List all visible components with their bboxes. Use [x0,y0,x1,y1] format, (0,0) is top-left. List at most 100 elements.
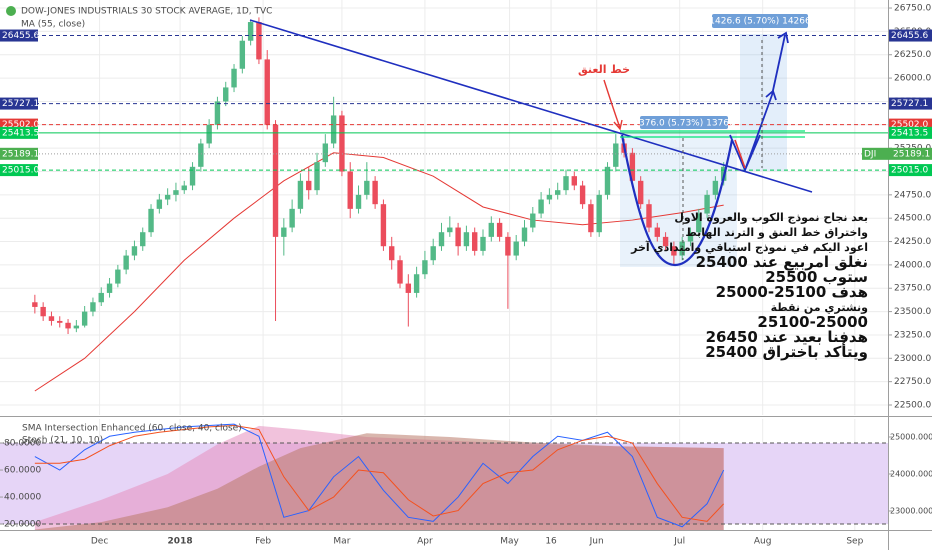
last-symbol: DJI [864,149,876,159]
y-tick-label: 24750.0 [894,190,931,200]
candle-body [115,269,121,284]
candle-body [480,236,486,251]
indicator-title: SMA Intersection Enhanced (60, close, 40… [22,424,242,434]
analysis-text: بعد نجاح نموذج الكوب والعروة الاول واخترا… [631,210,868,360]
candle-body [538,199,544,214]
candle-body [156,199,163,209]
candle-body [131,246,138,256]
analysis-line: نغلق امربيع عند 25400 [695,253,868,271]
x-tick-label: Aug [754,537,772,547]
last-price-label: 25189.1 [893,149,930,159]
candle-body [563,176,569,191]
candle-body [604,166,611,195]
candle-body [488,222,495,237]
symbol-icon [6,6,16,16]
candle-body [696,213,702,233]
x-tick-label: Jun [589,537,604,547]
candle-body [57,320,63,323]
stoch-line [34,424,725,522]
measure-label-bg [712,14,808,28]
level-label-bg [0,29,38,42]
candle-body [330,115,337,144]
neckline-band [620,130,805,138]
last-price-label: 25189.1 [2,149,39,159]
level-label-bg [0,97,38,110]
candle-body [189,166,196,186]
level-label: 26455.6 [891,31,928,41]
candle-body [181,185,187,191]
y2-tick-label: 24000.0000 [890,469,932,478]
candle-body [397,260,403,284]
candle-body [32,302,38,307]
candle-body [206,124,212,144]
level-label: 25413.5 [2,128,39,138]
candle-body [198,143,204,167]
y-tick-label: 23000.0 [894,354,931,364]
candle-body [247,22,254,41]
y-tick-label: 22500.0 [894,401,931,411]
candle-body [546,194,553,200]
candle-body [613,143,619,167]
analysis-line: اعود اليكم في نموذج استباقي وامتدادي آخر [631,241,868,254]
analysis-line: ويتأكد باختراق 25400 [705,343,868,361]
measure-label: 1426.6 (5.70%) 14266 [709,17,811,27]
sma-area [34,433,724,530]
cup-arc [620,134,734,267]
level-label-bg [889,29,932,42]
candle-body [380,204,387,247]
last-price-label-bg [0,147,38,160]
candle-body [90,302,96,312]
candle-body [430,246,436,261]
candle-body [571,176,577,186]
candle-body [281,227,287,237]
y-tick-label: 23250.0 [894,330,931,340]
analysis-line: ونشتري من نقطة [770,301,868,314]
neckline-label: خط العنق [578,63,630,76]
candle-body [322,143,329,163]
candle-body [438,232,445,247]
level-label: 25015.0 [891,166,928,176]
measure-label: 1376.0 (5.73%) 13760 [633,119,735,129]
analysis-line: هدفنا بعيد عند 26450 [705,328,868,346]
analysis-line: 25100-25000 [757,313,868,331]
candle-body [472,232,478,251]
level-label: 25502.0 [891,120,928,130]
candle-body [306,180,312,191]
ma-legend: MA (55, close) [21,20,85,30]
measure-label-bg [640,116,728,129]
x-tick-label: Feb [255,537,271,547]
y-tick-label: 40.0000 [4,493,41,503]
x-tick-label: 16 [545,537,557,547]
candle-body [164,194,171,200]
candle-body [496,222,503,237]
x-tick-label: May [500,537,519,547]
candle-body [264,59,270,125]
x-tick-label: Apr [417,537,433,547]
y-tick-label: 23500.0 [894,307,931,317]
analysis-line: ستوب 25500 [765,268,868,286]
candle-body [81,311,88,326]
candle-body [231,68,237,88]
measure-area [740,34,787,171]
x-tick-label: 2018 [168,537,193,547]
level-label: 25413.5 [891,128,928,138]
candle-body [297,180,304,209]
red-arrow [734,139,746,169]
y-tick-label: 24250.0 [894,237,931,247]
candle-body [629,152,636,181]
analysis-line: بعد نجاح نموذج الكوب والعروة الاول [674,211,868,224]
candle-body [123,255,129,270]
y-tick-label: 24500.0 [894,214,931,224]
indicator-pane: 80.0000 60.0000 40.0000 20.0000 [0,419,888,530]
candle-body [596,194,602,233]
arrow-head [765,31,789,101]
candle-body [48,316,55,321]
y-tick-label: 22750.0 [894,377,931,387]
candle-body [654,227,660,237]
trendline [249,19,813,193]
y-tick-label: 23750.0 [894,284,931,294]
chart-title: DOW-JONES INDUSTRIALS 30 STOCK AVERAGE, … [21,7,272,17]
y-tick-label: 26000.0 [894,74,931,84]
ma-line [34,152,724,392]
candle-body [372,180,378,205]
